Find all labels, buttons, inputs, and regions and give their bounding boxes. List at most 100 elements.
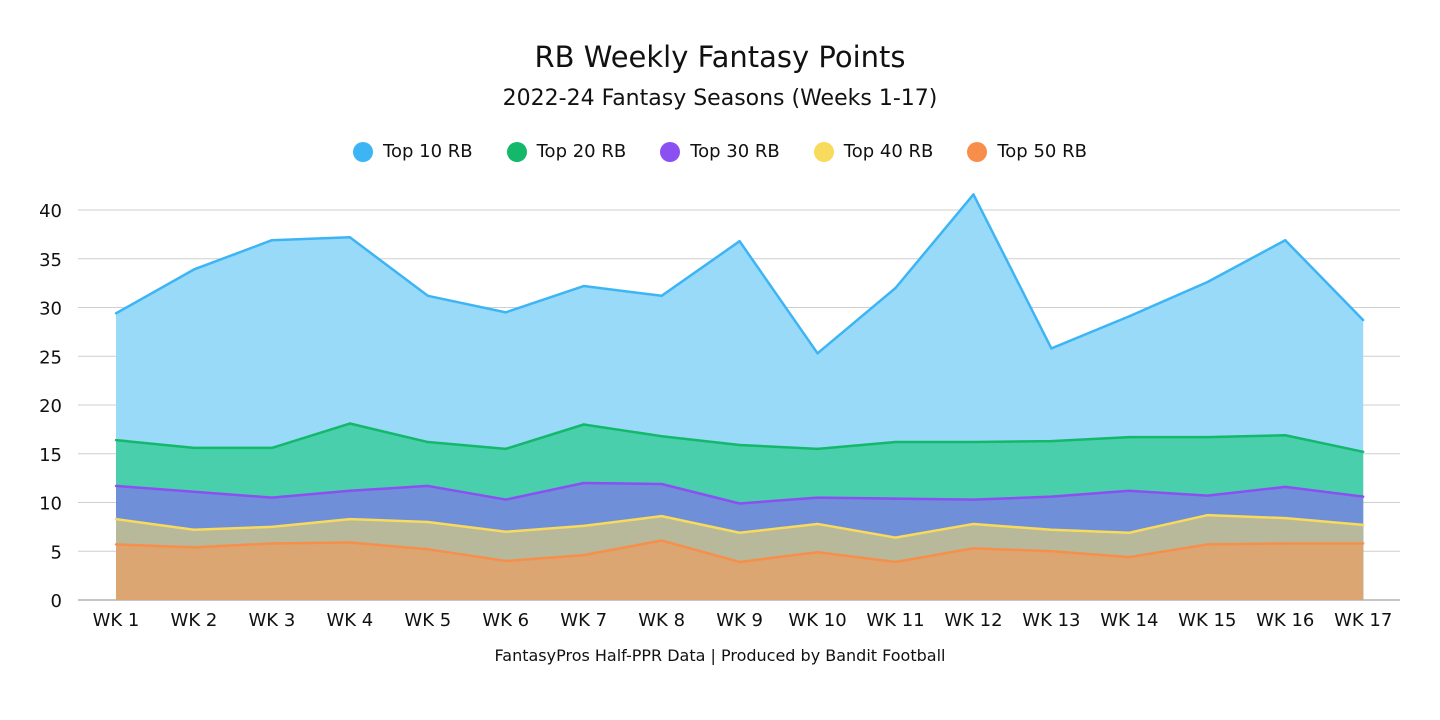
- x-tick-label: WK 10: [788, 610, 846, 631]
- data-point: [192, 528, 196, 531]
- x-tick-label: WK 5: [404, 610, 451, 631]
- chart-footer: FantasyPros Half-PPR Data | Produced by …: [494, 646, 946, 665]
- data-point: [816, 447, 819, 451]
- data-point: [504, 311, 507, 314]
- data-point: [192, 490, 196, 493]
- data-point: [1362, 542, 1365, 545]
- y-tick-label: 20: [39, 396, 62, 417]
- data-point: [894, 286, 897, 290]
- y-tick-label: 0: [51, 591, 62, 612]
- data-point: [504, 498, 507, 501]
- data-point: [114, 517, 118, 521]
- x-tick-label: WK 8: [638, 610, 685, 631]
- data-point: [1128, 489, 1131, 492]
- data-point: [504, 559, 507, 563]
- data-point: [660, 514, 663, 518]
- data-point: [1206, 513, 1209, 517]
- data-point: [1206, 280, 1209, 284]
- legend-dot-icon: [506, 141, 527, 162]
- data-point: [816, 496, 819, 499]
- data-point: [192, 268, 196, 271]
- data-point: [114, 484, 118, 488]
- data-point: [426, 294, 429, 297]
- data-point: [426, 484, 429, 488]
- data-point: [1284, 516, 1287, 520]
- data-point: [1050, 439, 1053, 443]
- data-point: [816, 352, 819, 355]
- data-point: [1362, 318, 1365, 322]
- data-point: [738, 560, 741, 564]
- y-tick-label: 35: [39, 250, 62, 271]
- data-point: [192, 446, 196, 450]
- y-tick-label: 40: [39, 201, 62, 222]
- legend-item: Top 40 RB: [813, 141, 934, 162]
- chart-subtitle: 2022-24 Fantasy Seasons (Weeks 1-17): [502, 86, 938, 111]
- data-point: [660, 435, 663, 438]
- data-point: [582, 284, 585, 288]
- x-tick-label: WK 16: [1256, 610, 1314, 631]
- legend-dot-icon: [660, 141, 681, 162]
- data-point: [582, 481, 585, 485]
- data-point: [1362, 523, 1365, 527]
- data-point: [972, 547, 975, 550]
- legend-item: Top 20 RB: [506, 141, 627, 162]
- x-tick-label: WK 17: [1334, 610, 1392, 631]
- data-point: [114, 543, 118, 546]
- data-point: [738, 502, 741, 505]
- data-point: [816, 551, 819, 554]
- data-point: [1206, 494, 1209, 497]
- data-point: [270, 525, 274, 529]
- data-point: [504, 447, 507, 451]
- legend-dot-icon: [967, 141, 988, 162]
- data-point: [270, 239, 274, 242]
- data-point: [1128, 531, 1131, 534]
- x-tick-label: WK 11: [866, 610, 924, 631]
- data-point: [894, 536, 897, 539]
- x-tick-label: WK 15: [1178, 610, 1236, 631]
- data-point: [738, 443, 741, 447]
- x-tick-label: WK 2: [171, 610, 218, 631]
- data-point: [894, 440, 897, 444]
- y-tick-label: 25: [39, 347, 62, 368]
- data-point: [1206, 543, 1209, 546]
- data-point: [1284, 542, 1287, 545]
- chart-title: RB Weekly Fantasy Points: [534, 40, 906, 74]
- x-tick-label: WK 13: [1022, 610, 1080, 631]
- data-point: [1128, 555, 1131, 559]
- chart-legend: Top 10 RB Top 20 RB Top 30 RB Top 40 RB Top …: [0, 141, 1440, 162]
- data-point: [1128, 435, 1131, 439]
- data-point: [1050, 550, 1053, 553]
- y-tick-label: 5: [51, 542, 62, 563]
- x-tick-label: WK 7: [560, 610, 607, 631]
- x-tick-label: WK 6: [482, 610, 529, 631]
- legend-item: Top 50 RB: [967, 141, 1087, 162]
- data-point: [1362, 495, 1365, 498]
- data-point: [348, 422, 352, 425]
- legend-label: Top 40 RB: [843, 141, 934, 162]
- data-point: [348, 236, 352, 239]
- x-tick-label: WK 1: [93, 610, 140, 631]
- data-point: [426, 520, 429, 524]
- data-point: [582, 524, 585, 528]
- y-tick-label: 10: [39, 494, 62, 515]
- data-point: [1050, 528, 1053, 531]
- data-point: [660, 294, 663, 297]
- data-point: [192, 546, 196, 549]
- data-point: [348, 541, 352, 544]
- data-point: [504, 530, 507, 533]
- legend-item: Top 30 RB: [660, 141, 780, 162]
- data-point: [270, 446, 274, 450]
- data-point: [270, 496, 274, 499]
- data-point: [894, 497, 897, 500]
- y-tick-label: 15: [39, 445, 62, 466]
- data-point: [660, 482, 663, 486]
- data-point: [348, 489, 352, 492]
- data-point: [114, 438, 118, 442]
- data-point: [426, 440, 429, 444]
- data-point: [1284, 434, 1287, 437]
- data-point: [1128, 315, 1131, 318]
- data-point: [972, 440, 975, 444]
- data-point: [972, 498, 975, 501]
- legend-label: Top 20 RB: [536, 141, 627, 162]
